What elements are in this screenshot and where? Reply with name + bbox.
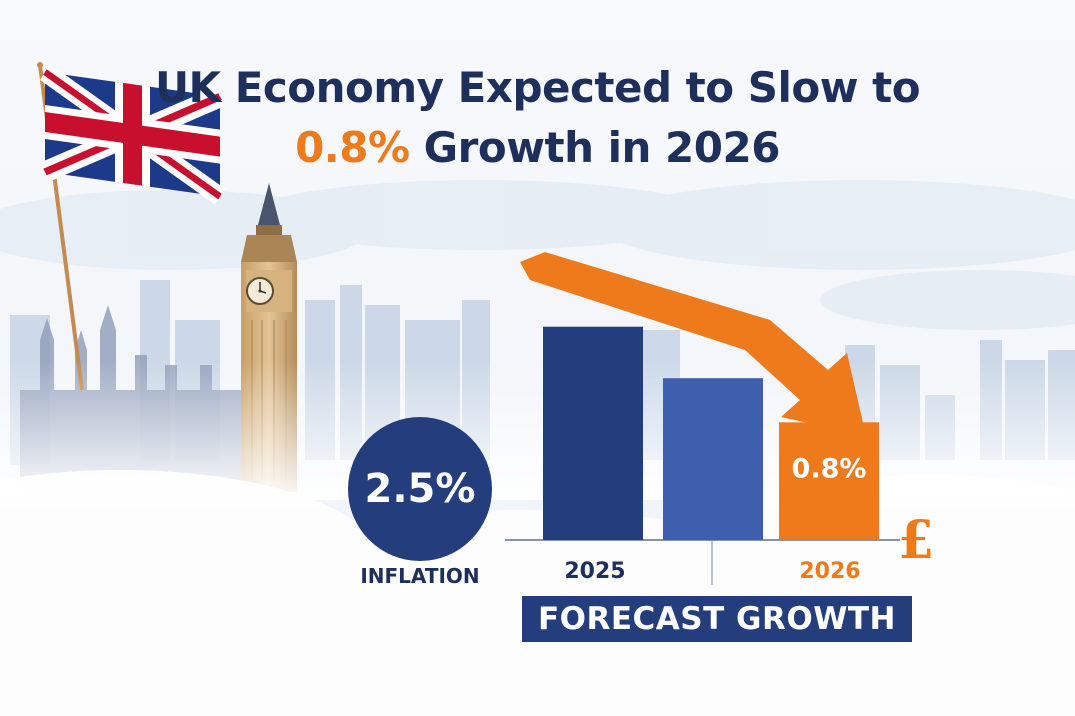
page-title: UK Economy Expected to Slow to 0.8% Grow… (0, 58, 1075, 178)
inflation-label: INFLATION (360, 564, 480, 588)
title-line-1: UK Economy Expected to Slow to (154, 63, 921, 112)
forecast-growth-banner: FORECAST GROWTH (522, 596, 912, 642)
pound-sign-icon: £ (898, 510, 935, 571)
title-line-2: 0.8% Growth in 2026 (0, 118, 1075, 178)
title-accent-value: 0.8% (295, 123, 410, 172)
bar-1 (543, 326, 643, 540)
bar-data-label: 0.8% (792, 453, 867, 484)
growth-bar-chart: 0.8% 2025 2026 (505, 326, 900, 585)
x-tick-label: 2025 (564, 559, 625, 584)
x-tick-label: 2026 (799, 559, 860, 584)
title-line-2-rest: Growth in 2026 (409, 123, 781, 172)
union-jack-flag-icon (37, 62, 225, 391)
bar-3 (779, 422, 879, 540)
bar-2 (663, 378, 763, 540)
inflation-circle: 2.5% (348, 417, 492, 561)
downward-arrow-icon (520, 252, 866, 436)
inflation-value: 2.5% (364, 466, 476, 512)
